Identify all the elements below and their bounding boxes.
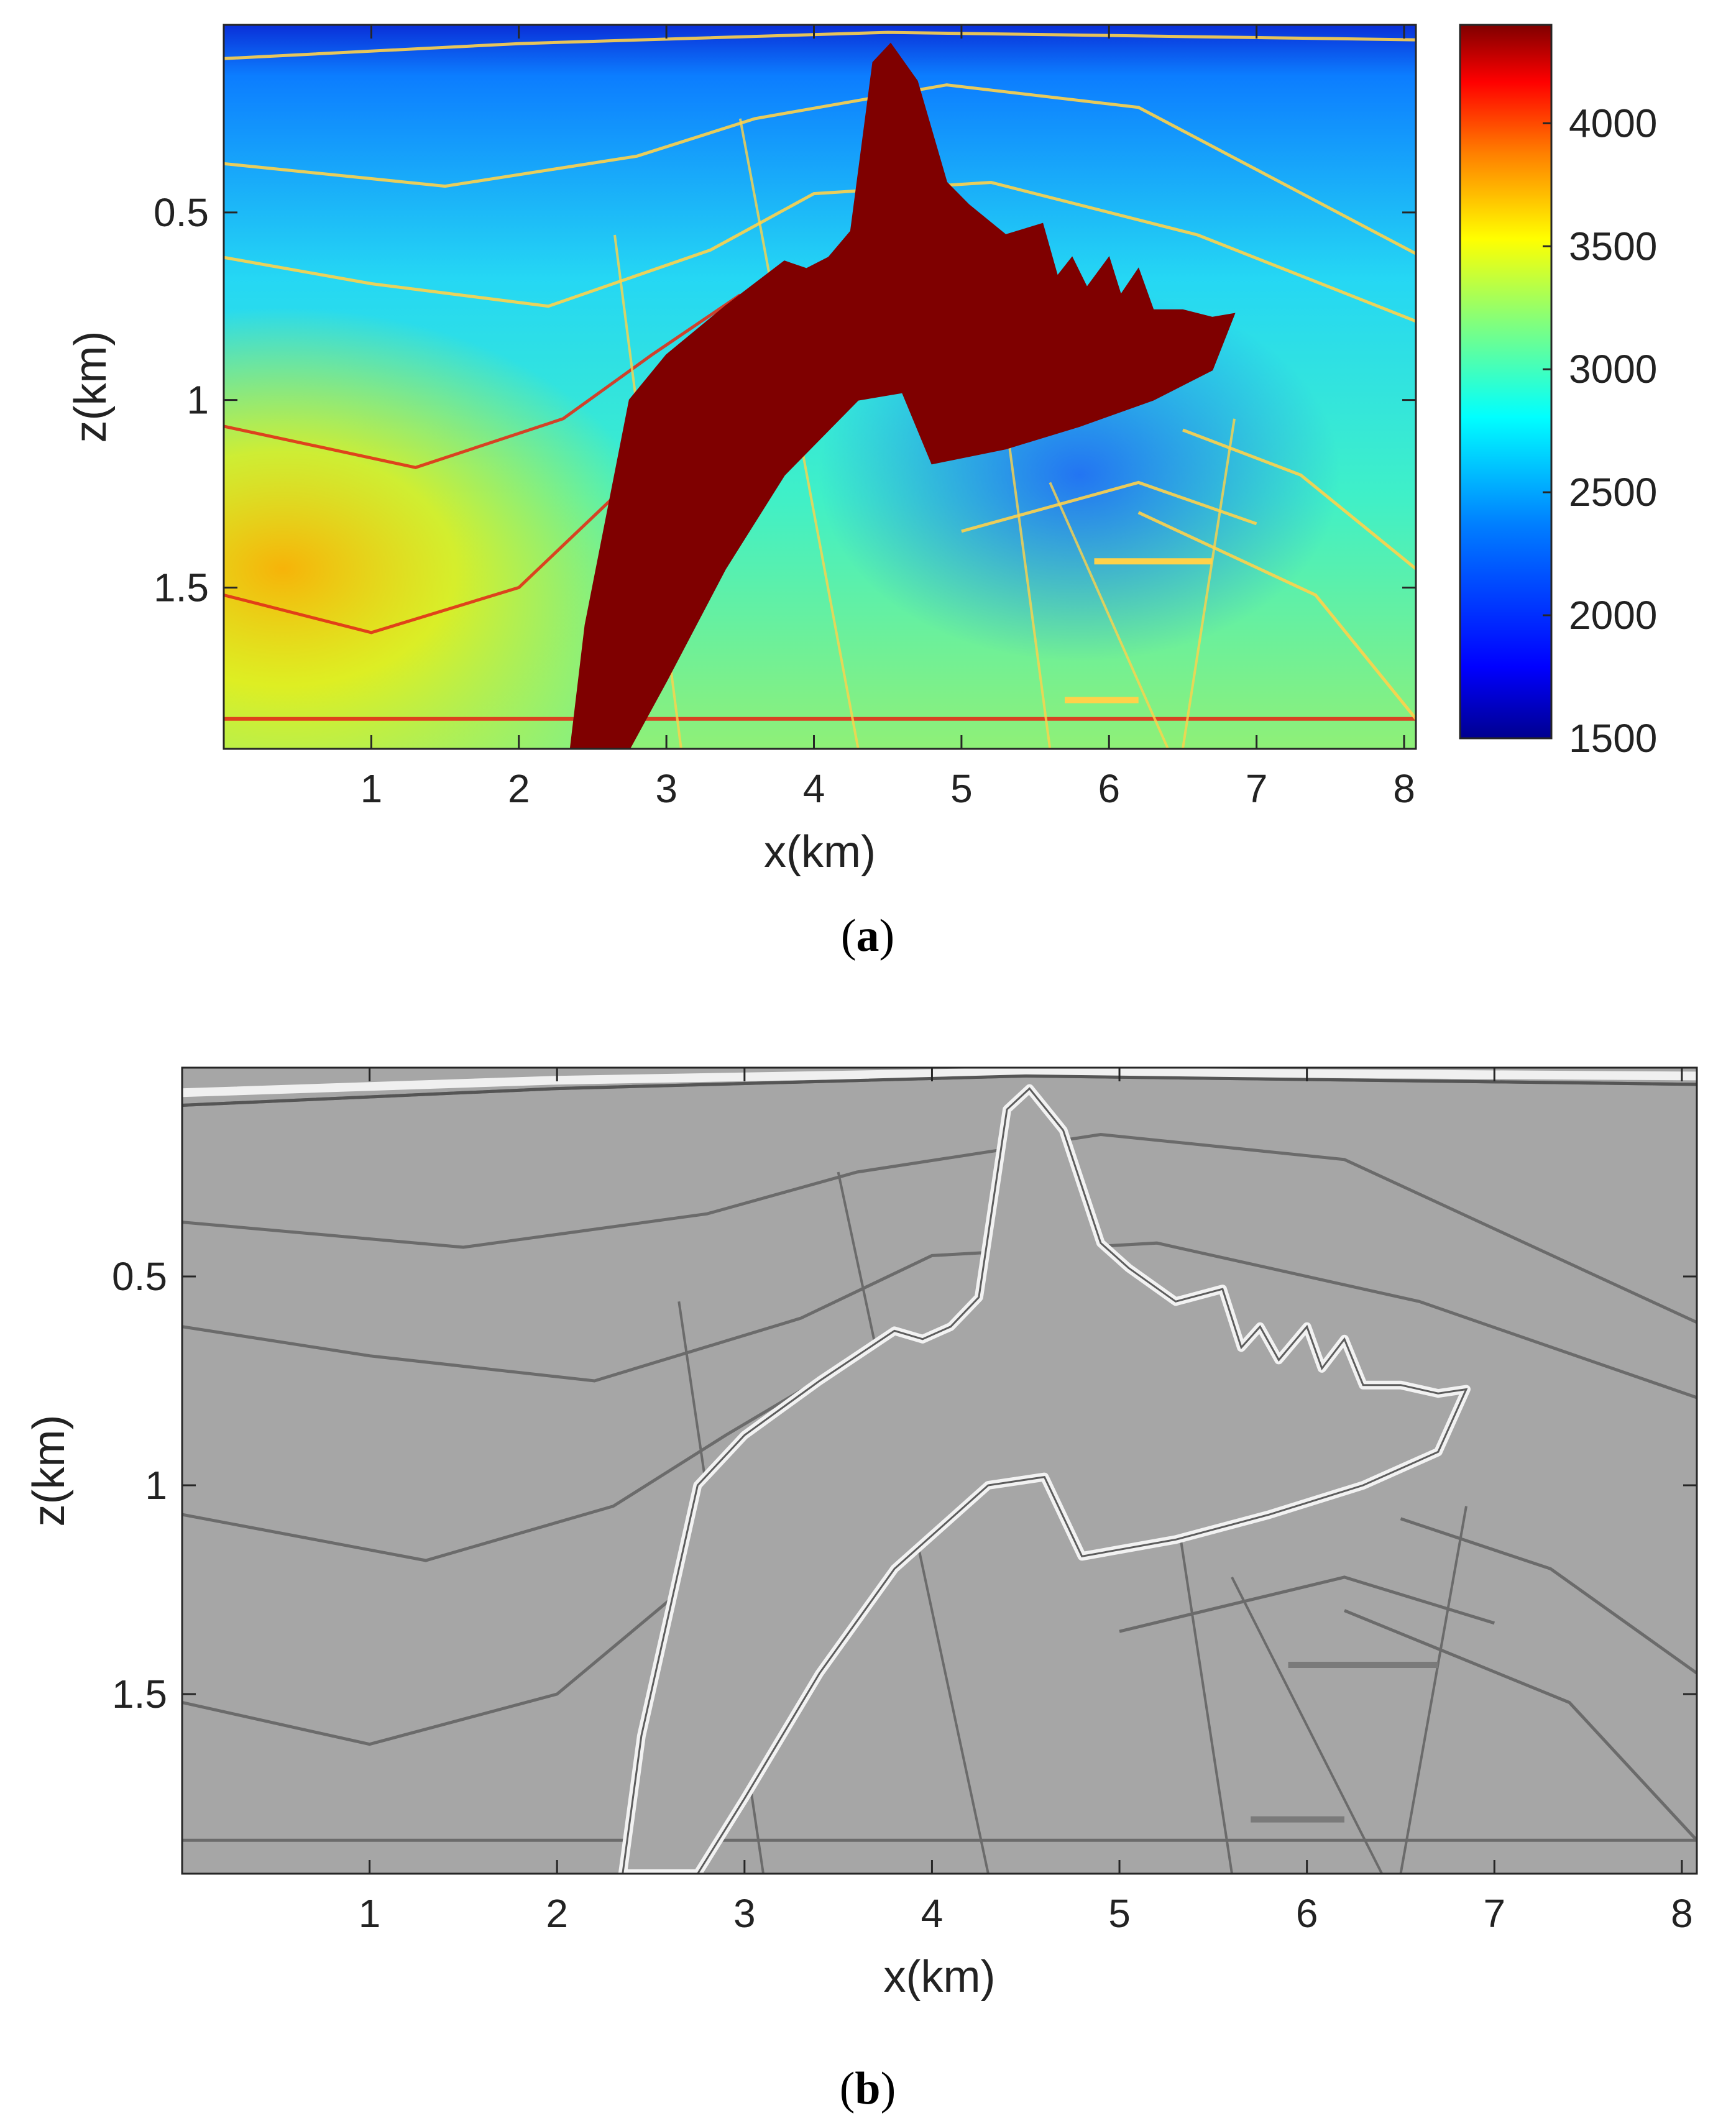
gray-heatmap: [182, 1068, 1697, 1874]
fault-line: [1181, 418, 1236, 749]
panel-b-axes-box: [181, 1066, 1698, 1875]
panel-a-velocity-model: 1 2 3 4 5 6 7 8 0.5 1 1.5 x(km) z(km) 1500 2000 2500…: [66, 24, 1657, 961]
panel-b-y-tick-label: 1.5: [112, 1672, 167, 1716]
panel-b-x-tick-label: 6: [1296, 1891, 1318, 1936]
reflector-line: [224, 180, 1416, 323]
panel-b-x-tick-label: 7: [1483, 1891, 1505, 1936]
fault-line: [1004, 418, 1052, 749]
fault-line: [1049, 482, 1170, 749]
panel-a-x-tick-label: 2: [508, 766, 530, 811]
colorbar-tick-label: 2000: [1569, 593, 1657, 638]
salt-body: [569, 42, 1236, 749]
reflector-line: [1182, 428, 1416, 570]
fault-line: [1174, 1506, 1233, 1874]
panel-b-x-tick-label: 1: [359, 1891, 381, 1936]
panel-a-x-tick-label: 5: [950, 766, 973, 811]
colorbar-tick-label: 1500: [1569, 716, 1657, 761]
panel-a-x-tick-label: 1: [361, 766, 383, 811]
reflector-line: [1119, 1575, 1495, 1633]
reflector-line: [1400, 1517, 1697, 1675]
panel-a-y-tick-label: 1: [186, 378, 209, 423]
reflector-line: [1137, 511, 1416, 720]
panel-b-x-axis-label: x(km): [884, 1952, 996, 2002]
panel-a-x-tick-label: 8: [1393, 766, 1415, 811]
panel-a-x-tick-label: 6: [1098, 766, 1120, 811]
colorbar-gradient: [1459, 24, 1553, 740]
surface-line: [182, 1074, 1697, 1107]
reflector-line: [224, 293, 742, 469]
reflector-line: [182, 1567, 709, 1746]
colorbar-tick-label: 3000: [1569, 347, 1657, 392]
velocity-heatmap: [224, 25, 1416, 749]
panel-a-x-tick-label: 7: [1246, 766, 1268, 811]
surface-highlight: [182, 1068, 1697, 1097]
colorbar-tick-label: 4000: [1569, 101, 1657, 145]
panel-b-y-tick-label: 1: [145, 1463, 167, 1508]
panel-b-x-tick-label: 2: [546, 1891, 568, 1936]
panel-b-x-tick-label: 8: [1671, 1891, 1693, 1936]
panel-b-x-tick-label: 4: [921, 1891, 944, 1936]
reflector-line: [182, 1367, 839, 1562]
panel-a-x-tick-label: 3: [655, 766, 677, 811]
panel-b-gradient-image: 1 2 3 4 5 6 7 8 0.5 1 1.5 x(km) z(km) (b): [24, 1066, 1698, 2114]
panel-b-x-tick-label: 5: [1108, 1891, 1131, 1936]
panel-a-y-axis-label: z(km): [66, 331, 116, 443]
panel-b-label: (b): [840, 2063, 896, 2114]
high-velocity-zone: [224, 308, 668, 749]
reflector-line: [1344, 1609, 1697, 1841]
panel-a-y-tick-label: 0.5: [154, 190, 209, 235]
panel-a-x-tick-label: 4: [803, 766, 825, 811]
panel-b-ticks: 1 2 3 4 5 6 7 8 0.5 1 1.5: [112, 1068, 1697, 1936]
fault-line: [1399, 1506, 1467, 1874]
panel-a-ticks: 1 2 3 4 5 6 7 8 0.5 1 1.5: [154, 25, 1416, 811]
panel-a-axes-box: [223, 24, 1417, 750]
panel-b-x-tick-label: 3: [733, 1891, 756, 1936]
colorbar: 1500 2000 2500 3000 3500 4000: [1459, 24, 1657, 761]
panel-a-x-axis-label: x(km): [764, 827, 876, 877]
reflector-line: [224, 474, 638, 635]
reflector-line: [961, 480, 1257, 533]
panel-a-y-tick-label: 1.5: [154, 565, 209, 610]
panel-a-label: (a): [841, 910, 894, 961]
reflector-line: [224, 30, 1416, 60]
colorbar-ticks: 1500 2000 2500 3000 3500 4000: [1543, 101, 1657, 761]
panel-b-y-axis-label: z(km): [24, 1415, 74, 1527]
reflector-line: [182, 1132, 1697, 1324]
salt-boundary: [622, 1087, 1468, 1874]
panel-b-y-tick-label: 0.5: [112, 1254, 167, 1299]
fault-line: [1231, 1576, 1384, 1874]
colorbar-tick-label: 3500: [1569, 224, 1657, 268]
reflector-line: [182, 1241, 1697, 1400]
reflector-line: [224, 83, 1416, 255]
colorbar-tick-label: 2500: [1569, 470, 1657, 515]
